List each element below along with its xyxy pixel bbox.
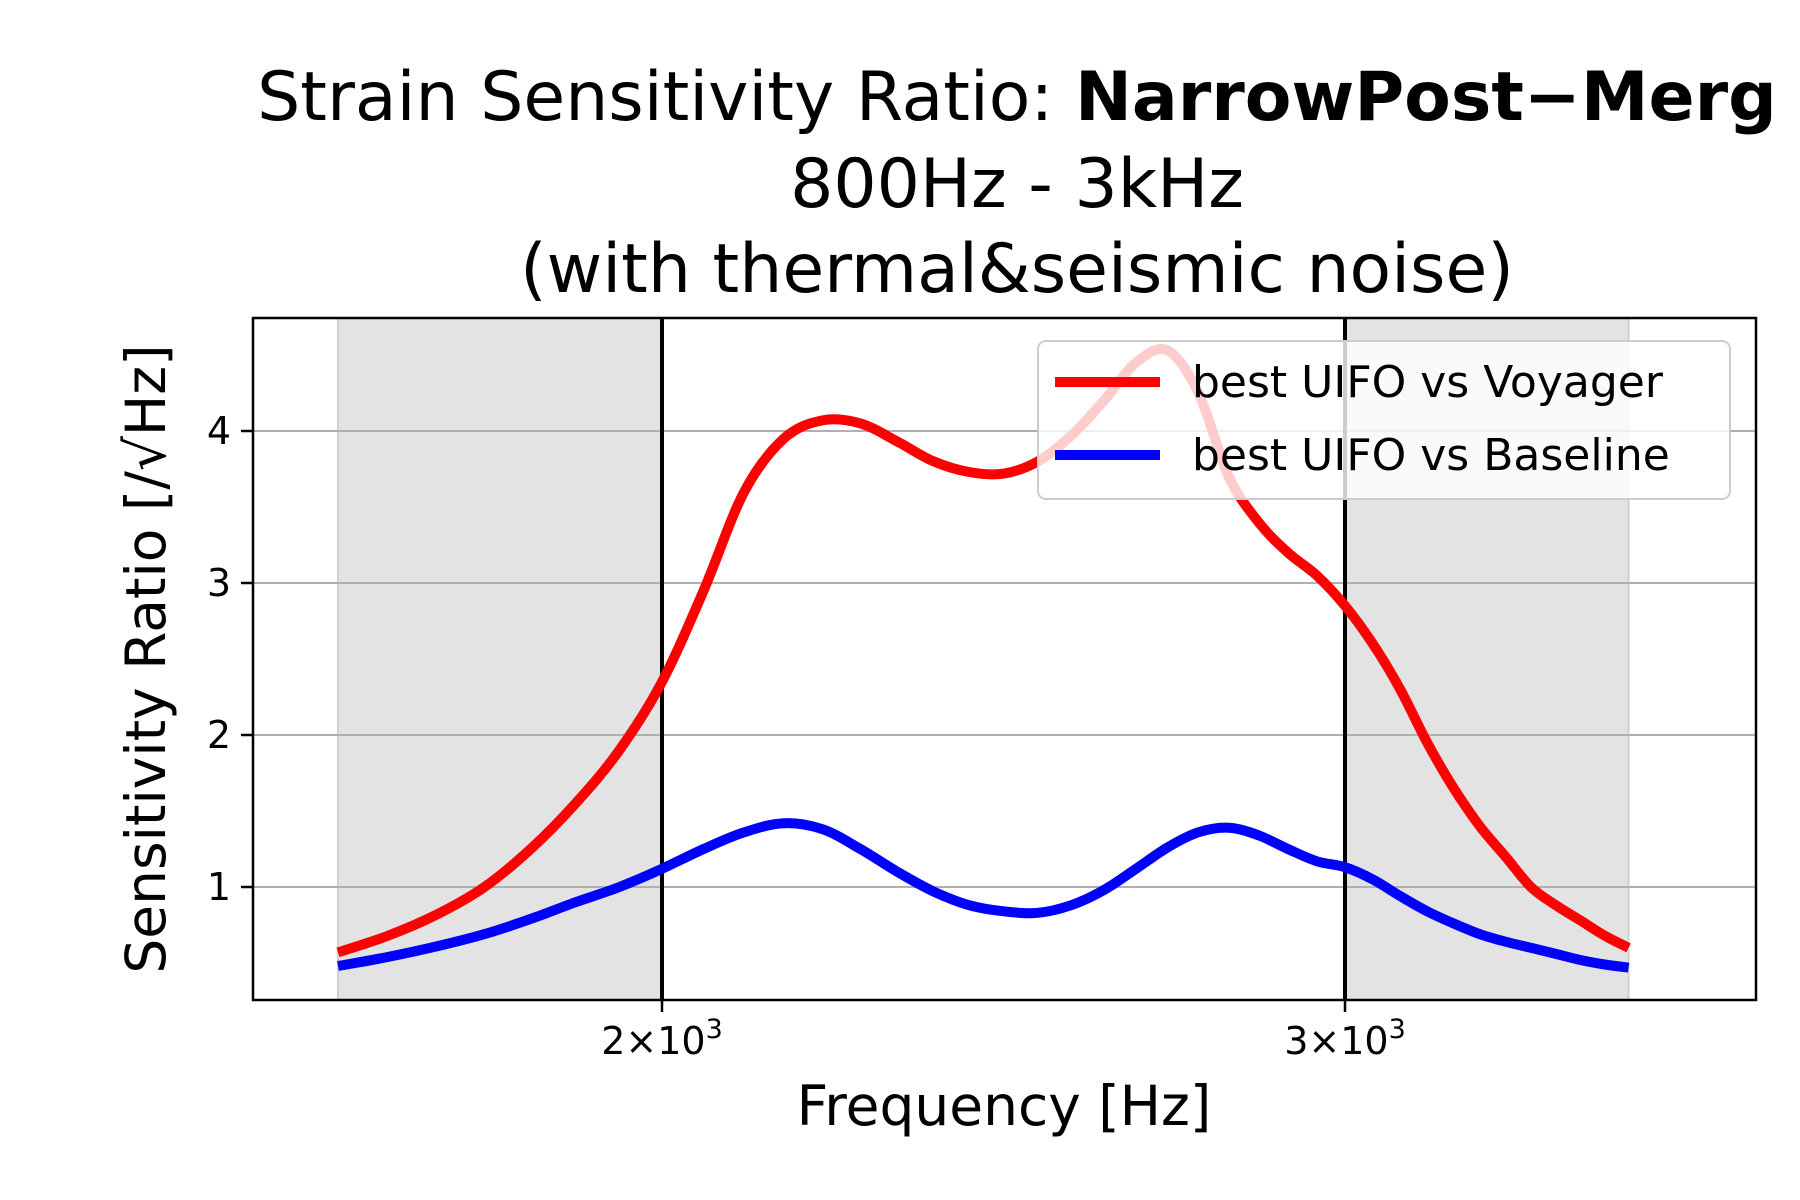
legend: best UIFO vs Voyager best UIFO vs Baseli… bbox=[1037, 340, 1731, 500]
x-tick-label: 3×103 bbox=[1284, 1014, 1406, 1063]
chart-title-prefix: Strain Sensitivity Ratio: bbox=[257, 58, 1075, 137]
y-tick-label: 1 bbox=[207, 865, 231, 909]
y-tick-label: 2 bbox=[207, 713, 231, 757]
legend-label-voyager: best UIFO vs Voyager bbox=[1192, 357, 1664, 408]
chart-title-bold: NarrowPost−Merg bbox=[1075, 58, 1777, 137]
chart-title-line3: (with thermal&seismic noise) bbox=[520, 230, 1514, 309]
x-tick-label: 2×103 bbox=[601, 1014, 723, 1063]
y-tick-label: 3 bbox=[207, 561, 231, 605]
x-axis-label: Frequency [Hz] bbox=[797, 1074, 1212, 1138]
series-line-baseline bbox=[337, 818, 1630, 973]
legend-box bbox=[1037, 340, 1731, 500]
chart-title-line2: 800Hz - 3kHz bbox=[790, 145, 1244, 224]
chart-title-line1: Strain Sensitivity Ratio: NarrowPost−Mer… bbox=[257, 58, 1777, 137]
y-axis-label: Sensitivity Ratio [/√Hz] bbox=[114, 344, 178, 973]
legend-label-baseline: best UIFO vs Baseline bbox=[1192, 430, 1670, 481]
y-tick-label: 4 bbox=[207, 409, 231, 453]
shaded-region bbox=[337, 318, 662, 1000]
axis-ticks: 1 2 3 4 2×103 3×103 bbox=[207, 409, 1406, 1063]
plot-frame bbox=[251, 316, 1758, 1002]
